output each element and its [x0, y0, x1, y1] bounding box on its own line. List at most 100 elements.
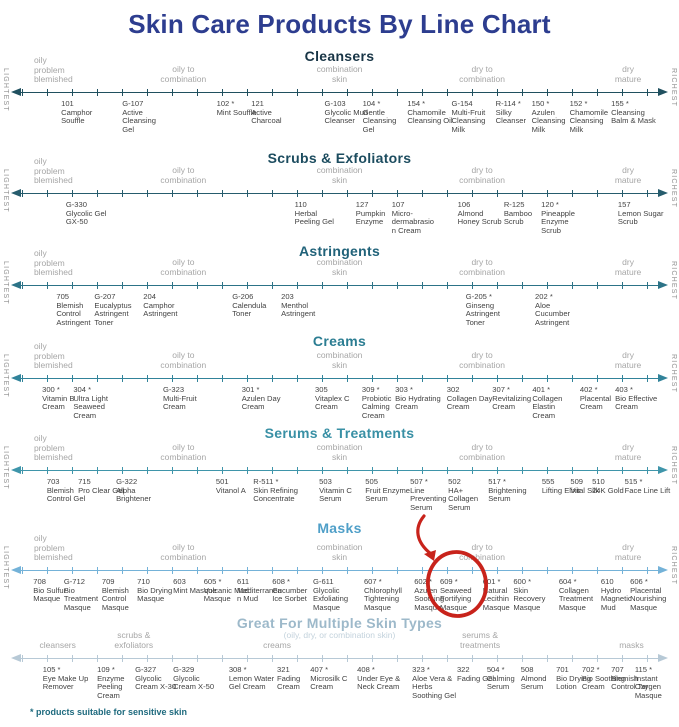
- axis-line: [18, 657, 661, 660]
- product-name: Calming Serum: [486, 673, 515, 692]
- product-code: 515 *: [624, 477, 643, 486]
- product: 507 * Line Preventing Serum: [410, 477, 456, 513]
- zone-line: oily to: [172, 542, 195, 553]
- product-code: 403 *: [615, 385, 633, 394]
- product-code: G-107: [122, 99, 144, 108]
- product: G-323 Multi-Fruit Cream: [163, 385, 209, 412]
- product-name: Vitamin C Serum: [319, 485, 352, 504]
- product-name: Silky Cleanser: [495, 107, 527, 126]
- lightest-label: LIGHTEST: [2, 261, 9, 305]
- product-name: Pineapple Enzyme Scrub: [541, 208, 575, 235]
- product-code: G-329: [173, 665, 195, 674]
- zone-line: skin: [331, 266, 348, 277]
- product: 504 * Calming Serum: [486, 665, 533, 692]
- product-code: 611: [236, 577, 250, 586]
- product-name: Under Eye & Neck Cream: [357, 673, 401, 692]
- product-code: G-206: [232, 292, 254, 301]
- skin-zone-label: combination skin: [317, 166, 363, 185]
- product-code: 155 *: [611, 99, 629, 108]
- product-name: Vitaplex C Cream: [315, 393, 350, 412]
- skin-zone-label: oily problem blemished: [34, 434, 73, 463]
- product-name: Bamboo Scrub: [503, 208, 533, 227]
- zone-line: oily to: [172, 257, 195, 268]
- product-name: Bio Effective Cream: [615, 393, 658, 412]
- product: 303 * Bio Hydrating Cream: [395, 385, 441, 412]
- product-code: 401 *: [532, 385, 551, 394]
- product: 707 Blemish Control Tar: [611, 665, 657, 692]
- axis-arrow-left-icon: [11, 281, 21, 289]
- product: 106 Almond Honey Scrub: [458, 200, 504, 227]
- zone-line: combination: [459, 266, 505, 277]
- product-code: 121: [251, 99, 264, 108]
- section-title: Great For Multiple Skin Types: [236, 615, 443, 631]
- zone-line: mature: [614, 451, 642, 462]
- section-scrubs-exfoliators: Scrubs & Exfoliators oily problem blemished…: [0, 150, 679, 243]
- product-name: Revitalizing Cream: [492, 393, 532, 412]
- product-name: Camphor Souffle: [61, 107, 93, 126]
- section-astringents: Astringents oily problem blemished oily to co…: [0, 243, 679, 333]
- product-name: Pumpkin Enzyme: [355, 208, 386, 227]
- product: 109 * Enzyme Peeling Cream: [97, 665, 143, 701]
- product-name: Active Cleansing Gel: [122, 107, 156, 134]
- product: 304 * Ultra Light Seaweed Cream: [73, 385, 119, 421]
- skin-zone-label: dry mature: [615, 543, 641, 562]
- product-code: 109 *: [97, 665, 115, 674]
- skin-zone-label: combination skin: [317, 443, 363, 462]
- axis: [11, 281, 668, 290]
- product-name: Ultra Light Seaweed Cream: [73, 393, 108, 420]
- product: R-125 Bamboo Scrub: [503, 200, 550, 227]
- skin-zone-label: oily problem blemished: [34, 56, 73, 85]
- product: G-611 Glycolic Exfoliating Masque: [313, 577, 359, 613]
- zone-line: mature: [614, 551, 642, 562]
- zone-line: combination: [160, 359, 207, 370]
- product: 110 Herbal Peeling Gel: [295, 200, 341, 227]
- axis-line: [18, 91, 661, 94]
- zone-line: oily: [33, 341, 47, 352]
- richest-label: RICHEST: [670, 169, 677, 209]
- product-name: Menthol Astringent: [281, 300, 316, 319]
- richest-label: RICHEST: [670, 546, 677, 586]
- product: 608 * Cucumber Ice Sorbet: [272, 577, 318, 604]
- product: 323 * Aloe Vera & Herbs Soothing Gel: [412, 665, 458, 701]
- product-code: 501: [215, 477, 229, 486]
- product: 101 Camphor Souffle: [61, 99, 107, 126]
- product: G-322 Alpha Brightener: [116, 477, 162, 504]
- skin-zone-label: dry to combination: [459, 65, 505, 84]
- skin-zone-label: oily problem blemished: [34, 534, 73, 563]
- product-code: 120 *: [541, 200, 559, 209]
- product-name: Skin Refining Concentrate: [253, 485, 299, 504]
- section-title: Scrubs & Exfoliators: [267, 150, 412, 166]
- product: 510 24K Gold: [592, 477, 638, 495]
- axis: [11, 189, 668, 198]
- axis-line: [18, 284, 661, 287]
- product-code: 702 *: [581, 665, 600, 674]
- axis-arrow-right-icon: [658, 88, 668, 96]
- zone-line: combination: [160, 451, 207, 462]
- section-creams: Creams oily problem blemished oily to combina…: [0, 333, 679, 425]
- product: 517 * Brightening Serum: [488, 477, 534, 504]
- product-name: Azulen Cleansing Milk: [531, 107, 566, 134]
- product-name: Chamomile Cleansing Milk: [569, 107, 609, 134]
- axis: [11, 374, 668, 383]
- product-name: Collagen Day Cream: [446, 393, 493, 412]
- product-name: Mediterranean Mud: [236, 585, 282, 604]
- product: G-205 * Ginseng Astringent Toner: [466, 292, 512, 328]
- product-code: 150 *: [531, 99, 550, 108]
- zone-line: problem: [33, 64, 65, 75]
- product-name: Fading Cream: [277, 673, 301, 692]
- product-name: Volcanic Mud Masque: [203, 585, 249, 604]
- product-name: Glycolic Cream X-50: [173, 673, 215, 692]
- zone-line: skin: [331, 174, 348, 185]
- zone-line: combination: [316, 442, 363, 453]
- product-name: Probiotic Calming Cream: [361, 393, 392, 420]
- zone-line: problem: [33, 257, 65, 268]
- product: 300 * Vitamin B Cream: [42, 385, 88, 412]
- product-name: Glycolic Mud Cleanser: [324, 107, 369, 126]
- product-code: 601 *: [482, 577, 501, 586]
- section-title: Serums & Treatments: [264, 425, 415, 441]
- product-name: Blemish Control Astringent: [56, 300, 91, 327]
- product-code: 321: [277, 665, 290, 674]
- product: 301 * Azulen Day Cream: [242, 385, 288, 412]
- zone-line: mature: [614, 359, 642, 370]
- product: 155 * Cleansing Balm & Mask: [611, 99, 657, 126]
